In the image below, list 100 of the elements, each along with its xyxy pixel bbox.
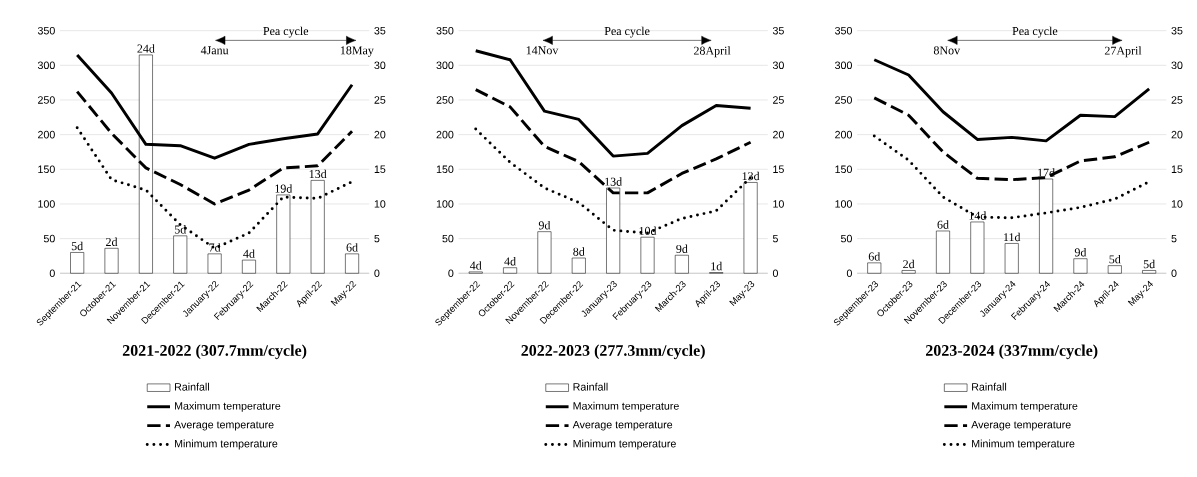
annotation: 4d (504, 256, 516, 266)
annotation: 18May (340, 46, 374, 57)
annotation: 8d (573, 247, 585, 256)
annotation: 4d (469, 261, 482, 270)
bar (1004, 243, 1019, 274)
legend-label: Rainfall (972, 382, 1007, 391)
annotation: 24d (137, 44, 155, 53)
y-tick-label: 0 (846, 269, 852, 277)
y-tick-label: 150 (436, 165, 454, 173)
annotation: 5d (1109, 254, 1121, 264)
y2-tick-label: 5 (772, 234, 778, 243)
y2-tick-label: 35 (1171, 26, 1183, 35)
bar (970, 221, 985, 274)
annotation: 9d (1074, 247, 1087, 257)
annotation: 1d (711, 261, 723, 271)
bar (345, 253, 359, 274)
y-tick-label: 350 (37, 26, 55, 35)
bar (640, 236, 655, 274)
y2-tick-label: 20 (1171, 130, 1183, 139)
y2-tick-label: 35 (374, 26, 386, 35)
y2-tick-label: 5 (374, 234, 380, 243)
annotation: 6d (937, 220, 949, 229)
y2-tick-label: 15 (374, 165, 386, 173)
y-tick-label: 300 (436, 61, 454, 69)
annotation: 8Nov (933, 46, 961, 55)
bar (70, 252, 85, 274)
y-tick-label: 250 (38, 96, 55, 104)
annotation: 2d (903, 259, 915, 269)
y2-tick-label: 10 (374, 200, 386, 208)
text: 2022-2023 (277.3mm/cycle) (521, 344, 705, 360)
legend-label: Maximum temperature (972, 401, 1078, 412)
y2-tick-label: 25 (773, 96, 784, 104)
legend-label: Maximum temperature (175, 401, 281, 412)
legend-label: Average temperature (174, 420, 274, 431)
annotation: 14Nov (526, 46, 559, 55)
y-tick-label: 300 (834, 61, 852, 69)
y-tick-label: 200 (835, 130, 852, 139)
y-tick-label: 150 (835, 165, 852, 173)
y2-tick-label: 30 (772, 61, 784, 69)
annotation: Pea cycle (604, 26, 650, 38)
y2-tick-label: 10 (773, 200, 784, 208)
legend-label: Average temperature (572, 420, 673, 431)
annotation: Pea cycle (263, 26, 309, 38)
annotation: 6d (346, 243, 358, 252)
annotation: 5d (71, 241, 84, 251)
bar (867, 262, 882, 274)
y-tick-label: 300 (37, 61, 55, 69)
annotation: 6d (868, 252, 881, 261)
annotation: 10d (639, 226, 657, 235)
y2-tick-label: 0 (374, 269, 380, 277)
y-tick-label: 250 (835, 96, 852, 104)
y-tick-label: 100 (38, 200, 55, 208)
annotation: 4Janu (200, 46, 229, 55)
annotation: Pea cycle (1012, 26, 1058, 38)
bar (936, 230, 950, 274)
bar (207, 253, 222, 274)
annotation: 27April (1104, 46, 1142, 58)
bar (901, 270, 916, 274)
y-tick-label: 350 (834, 26, 852, 35)
annotation: 28April (693, 46, 731, 58)
y-tick-label: 250 (436, 96, 454, 104)
y-tick-label: 100 (436, 200, 454, 208)
annotation: 5d (1143, 259, 1155, 269)
bar (1107, 265, 1122, 274)
y-tick-label: 50 (442, 234, 454, 243)
bar (674, 254, 689, 274)
y2-tick-label: 5 (1171, 234, 1177, 243)
legend-label: Average temperature (971, 420, 1071, 431)
bar (503, 267, 518, 274)
annotation: 5d (174, 225, 187, 234)
y-tick-label: 100 (835, 200, 852, 208)
annotation: 2d (106, 237, 118, 246)
bar (1073, 258, 1088, 274)
annotation: 13d (309, 169, 327, 179)
y2-tick-label: 20 (773, 130, 784, 139)
y2-tick-label: 15 (1171, 165, 1183, 173)
annotation: 19d (275, 184, 293, 193)
y-tick-label: 50 (43, 234, 55, 243)
bar (104, 247, 119, 274)
y-tick-label: 50 (840, 234, 852, 243)
y2-tick-label: 20 (374, 130, 386, 139)
legend-label: Minimum temperature (573, 439, 676, 450)
annotation: 9d (676, 244, 688, 253)
y-tick-label: 350 (436, 26, 454, 35)
annotation: 11d (1003, 232, 1021, 242)
annotation: 4d (243, 249, 255, 258)
y-tick-label: 200 (38, 130, 55, 139)
y-tick-label: 0 (448, 269, 454, 277)
bar (242, 259, 256, 274)
y2-tick-label: 0 (1171, 269, 1177, 277)
annotation: 13d (742, 171, 760, 181)
y2-tick-label: 25 (1171, 96, 1183, 104)
legend-label: Rainfall (175, 382, 209, 391)
y2-tick-label: 15 (773, 165, 784, 173)
y2-tick-label: 30 (1171, 61, 1183, 69)
y-tick-label: 0 (49, 269, 55, 277)
legend-label: Maximum temperature (573, 401, 679, 412)
legend-label: Rainfall (573, 382, 608, 391)
y-tick-label: 150 (38, 165, 55, 173)
bar (571, 257, 586, 274)
